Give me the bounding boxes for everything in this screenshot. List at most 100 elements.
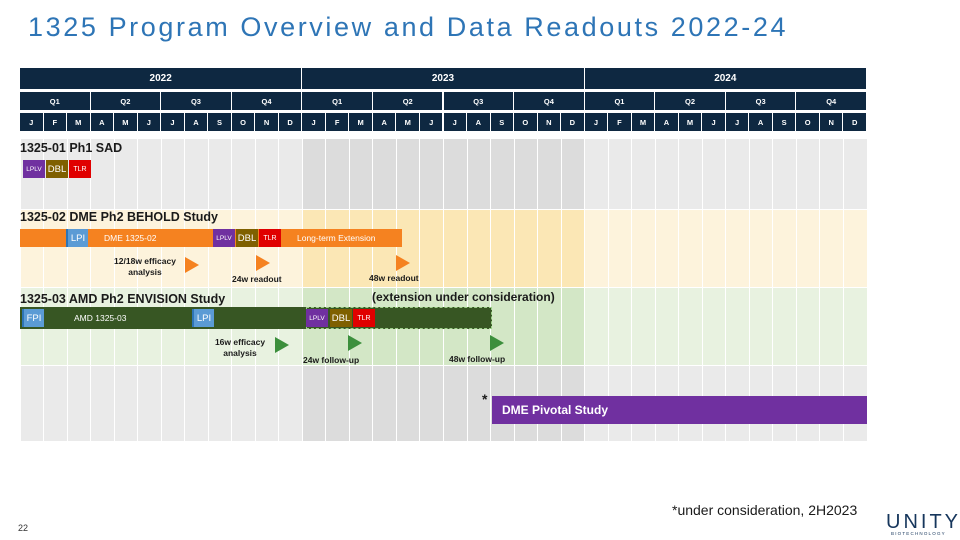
envision-study-title: 1325-03 AMD Ph2 ENVISION Study [20,292,226,306]
sad-dbl-milestone: DBL [46,160,68,178]
month-gridline [207,139,209,441]
month-header: M [67,113,90,131]
envision-48w-followup: 48w follow-up [449,354,506,364]
month-gridline [748,139,750,441]
company-logo-subtitle: BIOTECHNOLOGY [891,531,946,536]
month-header: D [278,113,302,131]
month-gridline [490,139,492,441]
behold-efficacy-marker [185,257,199,273]
month-gridline [819,139,821,441]
month-gridline [537,139,539,441]
behold-lpi-milestone: LPI [66,229,88,247]
month-gridline [160,139,162,441]
month-header: N [255,113,278,131]
month-header: J [20,113,43,131]
year-header-2023: 2023 [302,68,584,89]
month-header: M [349,113,372,131]
month-gridline [254,139,256,441]
month-gridline [443,139,444,441]
month-header: D [843,113,866,131]
pivotal-study-bar: DME Pivotal Study [492,396,867,424]
quarter-header: Q1 [584,92,655,110]
month-header: D [561,113,584,131]
row-separator [20,209,867,210]
quarter-header: Q2 [90,92,161,110]
behold-extension-note: (extension under consideration) [372,290,555,304]
month-gridline [725,139,727,441]
envision-efficacy-annotation: 16w efficacy analysis [210,337,270,359]
month-header: O [796,113,819,131]
month-gridline [701,139,703,441]
behold-tlr-milestone: TLR [259,229,281,247]
sad-tlr-milestone: TLR [69,160,91,178]
month-header: A [90,113,114,131]
month-gridline [842,139,844,441]
month-header: M [114,113,137,131]
month-header: J [137,113,161,131]
quarter-header: Q3 [161,92,231,110]
month-header: A [372,113,396,131]
behold-24w-marker [256,255,270,271]
month-header: J [302,113,325,131]
pivotal-asterisk: * [482,391,488,407]
month-gridline [395,139,397,441]
month-header: O [514,113,537,131]
behold-lplv-milestone: LPLV [213,229,235,247]
envision-fpi-milestone: FPI [22,309,44,327]
row-separator [20,365,867,366]
month-gridline [278,139,280,441]
envision-lpi-milestone: LPI [192,309,214,327]
month-header: J [702,113,725,131]
month-gridline [43,139,45,441]
month-gridline [772,139,774,441]
envision-bar-label: AMD 1325-03 [74,313,127,323]
quarter-header: Q4 [231,92,302,110]
month-gridline [419,139,421,441]
month-header: S [208,113,231,131]
month-gridline [301,139,303,441]
behold-efficacy-line1: 12/18w efficacy [114,256,176,266]
envision-48w-marker [490,335,504,351]
behold-study-title: 1325-02 DME Ph2 BEHOLD Study [20,210,218,224]
month-gridline [19,139,21,441]
month-header: A [655,113,678,131]
month-gridline [231,139,233,441]
envision-enrollment-bar [20,307,306,329]
behold-enrollment-bar [20,229,402,247]
month-gridline [372,139,374,441]
quarter-header: Q3 [725,92,796,110]
quarter-header: Q1 [20,92,90,110]
month-header: J [161,113,184,131]
month-gridline [113,139,115,441]
year-header-2022: 2022 [20,68,302,89]
month-gridline [654,139,656,441]
envision-24w-followup: 24w follow-up [303,355,360,365]
quarter-header: Q3 [443,92,514,110]
month-header: F [608,113,631,131]
month-header: S [490,113,514,131]
month-header: J [419,113,443,131]
month-header: J [584,113,608,131]
quarter-header: Q2 [372,92,443,110]
month-header: J [725,113,749,131]
year-header-2024: 2024 [584,68,866,89]
quarter-header: Q4 [514,92,584,110]
month-gridline [513,139,515,441]
behold-48w-marker [396,255,410,271]
behold-extension-label: Long-term Extension [297,233,376,243]
behold-24w-readout: 24w readout [232,274,282,284]
month-header: A [749,113,772,131]
month-header: A [184,113,208,131]
month-header: F [325,113,349,131]
sad-lplv-milestone: LPLV [23,160,45,178]
month-header: S [772,113,796,131]
quarter-header: Q4 [796,92,866,110]
month-header: A [467,113,490,131]
month-gridline [66,139,68,441]
month-header: N [819,113,843,131]
envision-efficacy-line2: analysis [223,348,257,358]
footnote: *under consideration, 2H2023 [672,502,858,518]
envision-tlr-milestone: TLR [353,309,375,327]
behold-efficacy-annotation: 12/18w efficacy analysis [112,256,178,278]
month-gridline [137,139,139,441]
